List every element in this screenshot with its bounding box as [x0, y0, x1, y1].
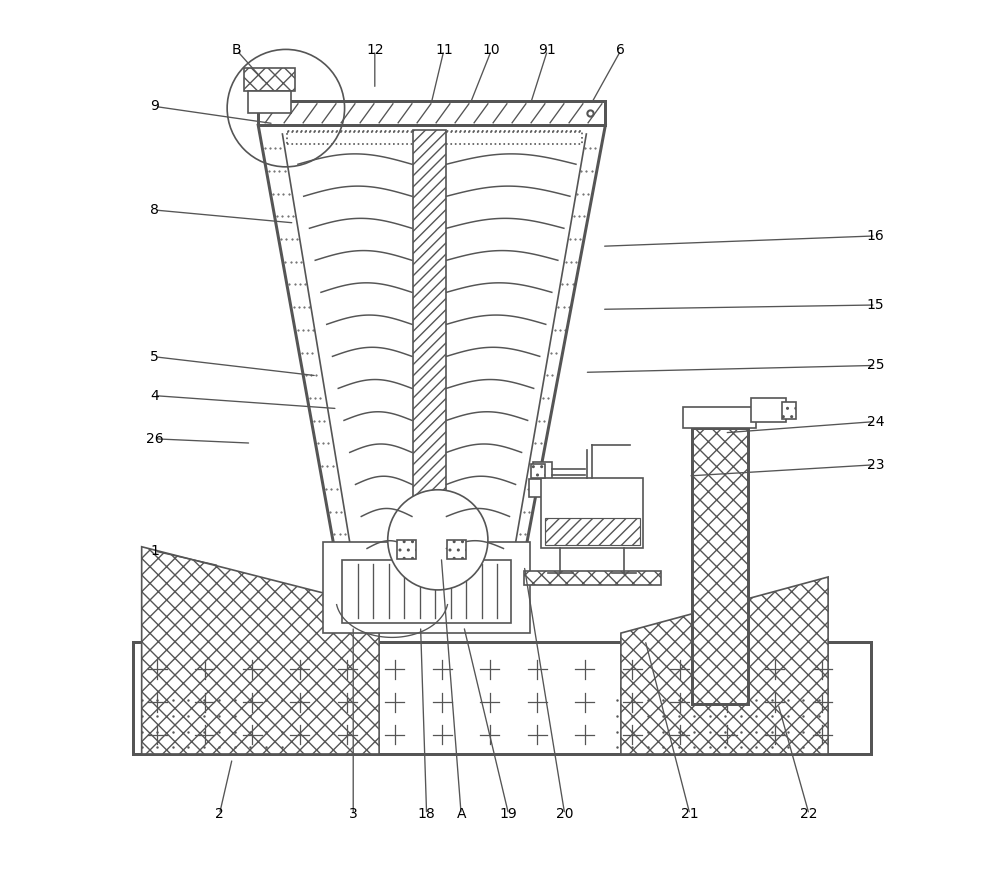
Polygon shape: [258, 125, 605, 557]
Text: 25: 25: [867, 358, 884, 373]
Polygon shape: [142, 547, 379, 754]
Text: 26: 26: [146, 432, 163, 446]
Bar: [751, 398, 786, 422]
Text: 21: 21: [681, 807, 699, 821]
Bar: [524, 571, 661, 585]
Text: 3: 3: [349, 807, 358, 821]
Text: 91: 91: [539, 43, 556, 57]
Text: 16: 16: [867, 229, 884, 243]
Text: 22: 22: [800, 807, 818, 821]
Bar: [447, 540, 466, 559]
Text: 10: 10: [483, 43, 500, 57]
Bar: [248, 91, 291, 113]
Text: 1: 1: [150, 544, 159, 558]
Bar: [397, 540, 416, 559]
Text: 12: 12: [366, 43, 384, 57]
Circle shape: [388, 490, 488, 590]
Bar: [342, 560, 511, 623]
Text: 18: 18: [418, 807, 435, 821]
Bar: [287, 131, 582, 144]
Bar: [413, 129, 446, 561]
Bar: [545, 518, 640, 545]
Text: 4: 4: [150, 388, 159, 402]
Text: 6: 6: [616, 43, 625, 57]
Bar: [692, 428, 748, 704]
Bar: [531, 464, 545, 478]
Text: 24: 24: [867, 415, 884, 428]
Bar: [258, 101, 605, 125]
Text: 11: 11: [435, 43, 453, 57]
Text: 2: 2: [215, 807, 224, 821]
Text: B: B: [232, 43, 241, 57]
Bar: [533, 462, 552, 480]
Bar: [133, 641, 871, 754]
Text: 8: 8: [150, 203, 159, 217]
Text: 20: 20: [556, 807, 574, 821]
Text: 23: 23: [867, 458, 884, 472]
Bar: [529, 480, 548, 497]
Bar: [541, 478, 643, 548]
Bar: [782, 401, 796, 419]
Text: 5: 5: [150, 350, 159, 364]
Text: A: A: [456, 807, 466, 821]
Text: 9: 9: [150, 99, 159, 113]
Bar: [323, 542, 530, 634]
Text: 19: 19: [500, 807, 518, 821]
Polygon shape: [621, 577, 828, 754]
Bar: [683, 407, 756, 428]
Text: 15: 15: [867, 298, 884, 312]
Bar: [244, 69, 295, 91]
